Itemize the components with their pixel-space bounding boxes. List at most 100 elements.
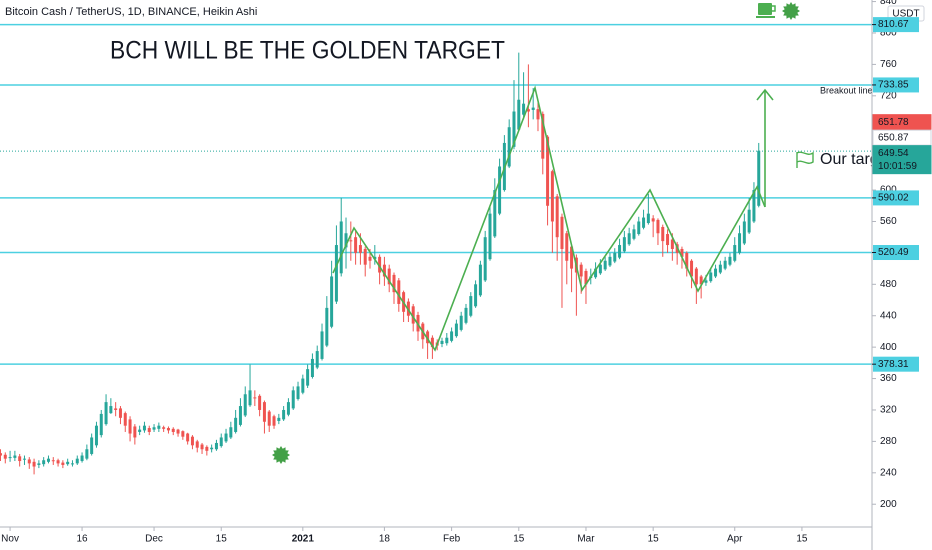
candle-body — [99, 413, 103, 436]
candle-body — [8, 457, 12, 459]
level-tag — [873, 245, 919, 261]
x-tick-label: 2021 — [292, 534, 315, 545]
candle-body — [363, 248, 367, 265]
cup-handle — [770, 5, 776, 12]
candle-body — [378, 256, 382, 273]
candle-body — [171, 428, 175, 432]
candle-body — [747, 209, 751, 233]
y-tick-label: 400 — [880, 342, 897, 353]
candle-body — [531, 107, 535, 110]
candle-body — [166, 428, 170, 431]
x-tick-label: 15 — [648, 534, 660, 545]
candle-body — [608, 256, 612, 266]
candle-body — [186, 433, 190, 442]
header-bg — [0, 3, 256, 19]
candle-body — [224, 433, 228, 442]
arrow-head — [756, 88, 774, 101]
candle-body — [114, 408, 118, 410]
candle-body — [368, 256, 372, 261]
candle-body — [752, 190, 756, 222]
candle-body — [742, 221, 746, 244]
candle-body — [493, 190, 497, 237]
x-tick-label: 16 — [77, 534, 89, 545]
candle-body — [118, 408, 122, 418]
candle-body — [123, 413, 127, 426]
candle-body — [0, 453, 2, 456]
y-tick-label: 280 — [880, 436, 897, 447]
candle-body — [464, 307, 468, 323]
candle-body — [128, 419, 132, 434]
seal-icon — [782, 2, 800, 20]
y-tick-label: 200 — [880, 499, 897, 510]
level-tag — [873, 17, 919, 33]
price-tag-label: 651.78 — [878, 117, 909, 128]
candle-body — [32, 461, 36, 467]
candle-body — [411, 306, 415, 324]
candle-body — [286, 402, 290, 415]
candle-body — [536, 109, 540, 120]
candle-body — [426, 331, 430, 344]
candle-body — [440, 340, 444, 345]
candle-body — [75, 458, 79, 464]
candle-body — [704, 280, 708, 283]
candle-body — [243, 394, 247, 416]
candle-body — [618, 245, 622, 258]
candle-body — [334, 245, 338, 302]
candle-body — [498, 166, 502, 214]
candle-body — [176, 429, 180, 434]
level-label: 590.02 — [878, 193, 909, 204]
cup-saucer — [756, 16, 775, 18]
candle-body — [339, 221, 343, 274]
candle-body — [94, 425, 98, 446]
price-tag — [872, 145, 932, 175]
level-tag — [873, 356, 919, 372]
candle-body — [181, 431, 185, 437]
candle-body — [603, 260, 607, 270]
candle-body — [234, 417, 238, 432]
candle-body — [512, 111, 516, 147]
candle-body — [18, 456, 22, 462]
x-tick-label: 15 — [216, 534, 228, 545]
candle-body — [560, 216, 564, 249]
candle-body — [109, 406, 113, 414]
candle-body — [200, 444, 204, 450]
level-label: 520.49 — [878, 247, 909, 258]
y-tick-label: 240 — [880, 467, 897, 478]
candle-body — [454, 323, 458, 337]
candle-body — [3, 454, 7, 459]
y-tick-label: 840 — [880, 0, 897, 7]
candle-body — [598, 264, 602, 274]
countdown: 10:01:59 — [878, 161, 917, 172]
x-tick-label: Feb — [443, 534, 461, 545]
candle-body — [104, 402, 108, 425]
candle-body — [46, 458, 50, 462]
candle-body — [594, 268, 598, 278]
candle-body — [397, 280, 401, 304]
symbol-header: Bitcoin Cash / TetherUS, 1D, BINANCE, He… — [5, 6, 257, 18]
candle-body — [22, 458, 26, 460]
candle-body — [61, 462, 65, 465]
candle-body — [694, 268, 698, 285]
candle-body — [277, 417, 281, 421]
candle-body — [392, 274, 396, 293]
target-label: Our target — [820, 151, 893, 168]
candle-body — [565, 233, 569, 261]
candle-body — [507, 127, 511, 167]
candle-body — [296, 386, 300, 399]
candle-body — [219, 437, 223, 447]
candle-body — [387, 268, 391, 285]
candle-body — [627, 233, 631, 245]
candle-body — [570, 246, 574, 269]
candle-body — [27, 459, 31, 464]
y-tick-label: 360 — [880, 373, 897, 384]
candle-body — [718, 264, 722, 273]
candle-body — [320, 331, 324, 359]
candle-body — [474, 284, 478, 307]
level-label: 733.85 — [878, 80, 909, 91]
y-tick-label: 800 — [880, 28, 897, 39]
candle-body — [541, 113, 545, 159]
candle-body — [738, 233, 742, 253]
candle-body — [51, 460, 55, 462]
